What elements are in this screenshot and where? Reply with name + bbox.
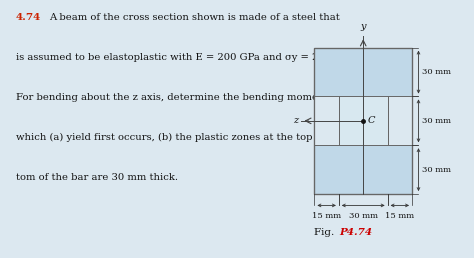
Text: Fig.: Fig. (314, 228, 338, 237)
Text: y: y (360, 22, 366, 31)
Text: For bending about the z axis, determine the bending moment at: For bending about the z axis, determine … (16, 93, 342, 102)
Bar (314, 48, 412, 194)
Text: C: C (367, 116, 375, 125)
Text: 30 mm: 30 mm (349, 212, 378, 220)
Text: 30 mm: 30 mm (422, 68, 451, 76)
Bar (339, 96, 388, 145)
Bar (314, 96, 339, 145)
Text: which (a) yield first occurs, (b) the plastic zones at the top and bot-: which (a) yield first occurs, (b) the pl… (16, 133, 357, 142)
Text: is assumed to be elastoplastic with E = 200 GPa and σy = 240 MPa.: is assumed to be elastoplastic with E = … (16, 53, 360, 62)
Text: 4.74: 4.74 (16, 13, 41, 22)
Bar (388, 96, 412, 145)
Text: tom of the bar are 30 mm thick.: tom of the bar are 30 mm thick. (16, 173, 178, 182)
Text: 15 mm: 15 mm (312, 212, 341, 220)
Text: 30 mm: 30 mm (422, 166, 451, 174)
Text: 15 mm: 15 mm (385, 212, 414, 220)
Text: 30 mm: 30 mm (422, 117, 451, 125)
Text: z: z (293, 116, 298, 125)
Bar (314, 48, 412, 194)
Text: P4.74: P4.74 (339, 228, 372, 237)
Text: A beam of the cross section shown is made of a steel that: A beam of the cross section shown is mad… (49, 13, 339, 22)
